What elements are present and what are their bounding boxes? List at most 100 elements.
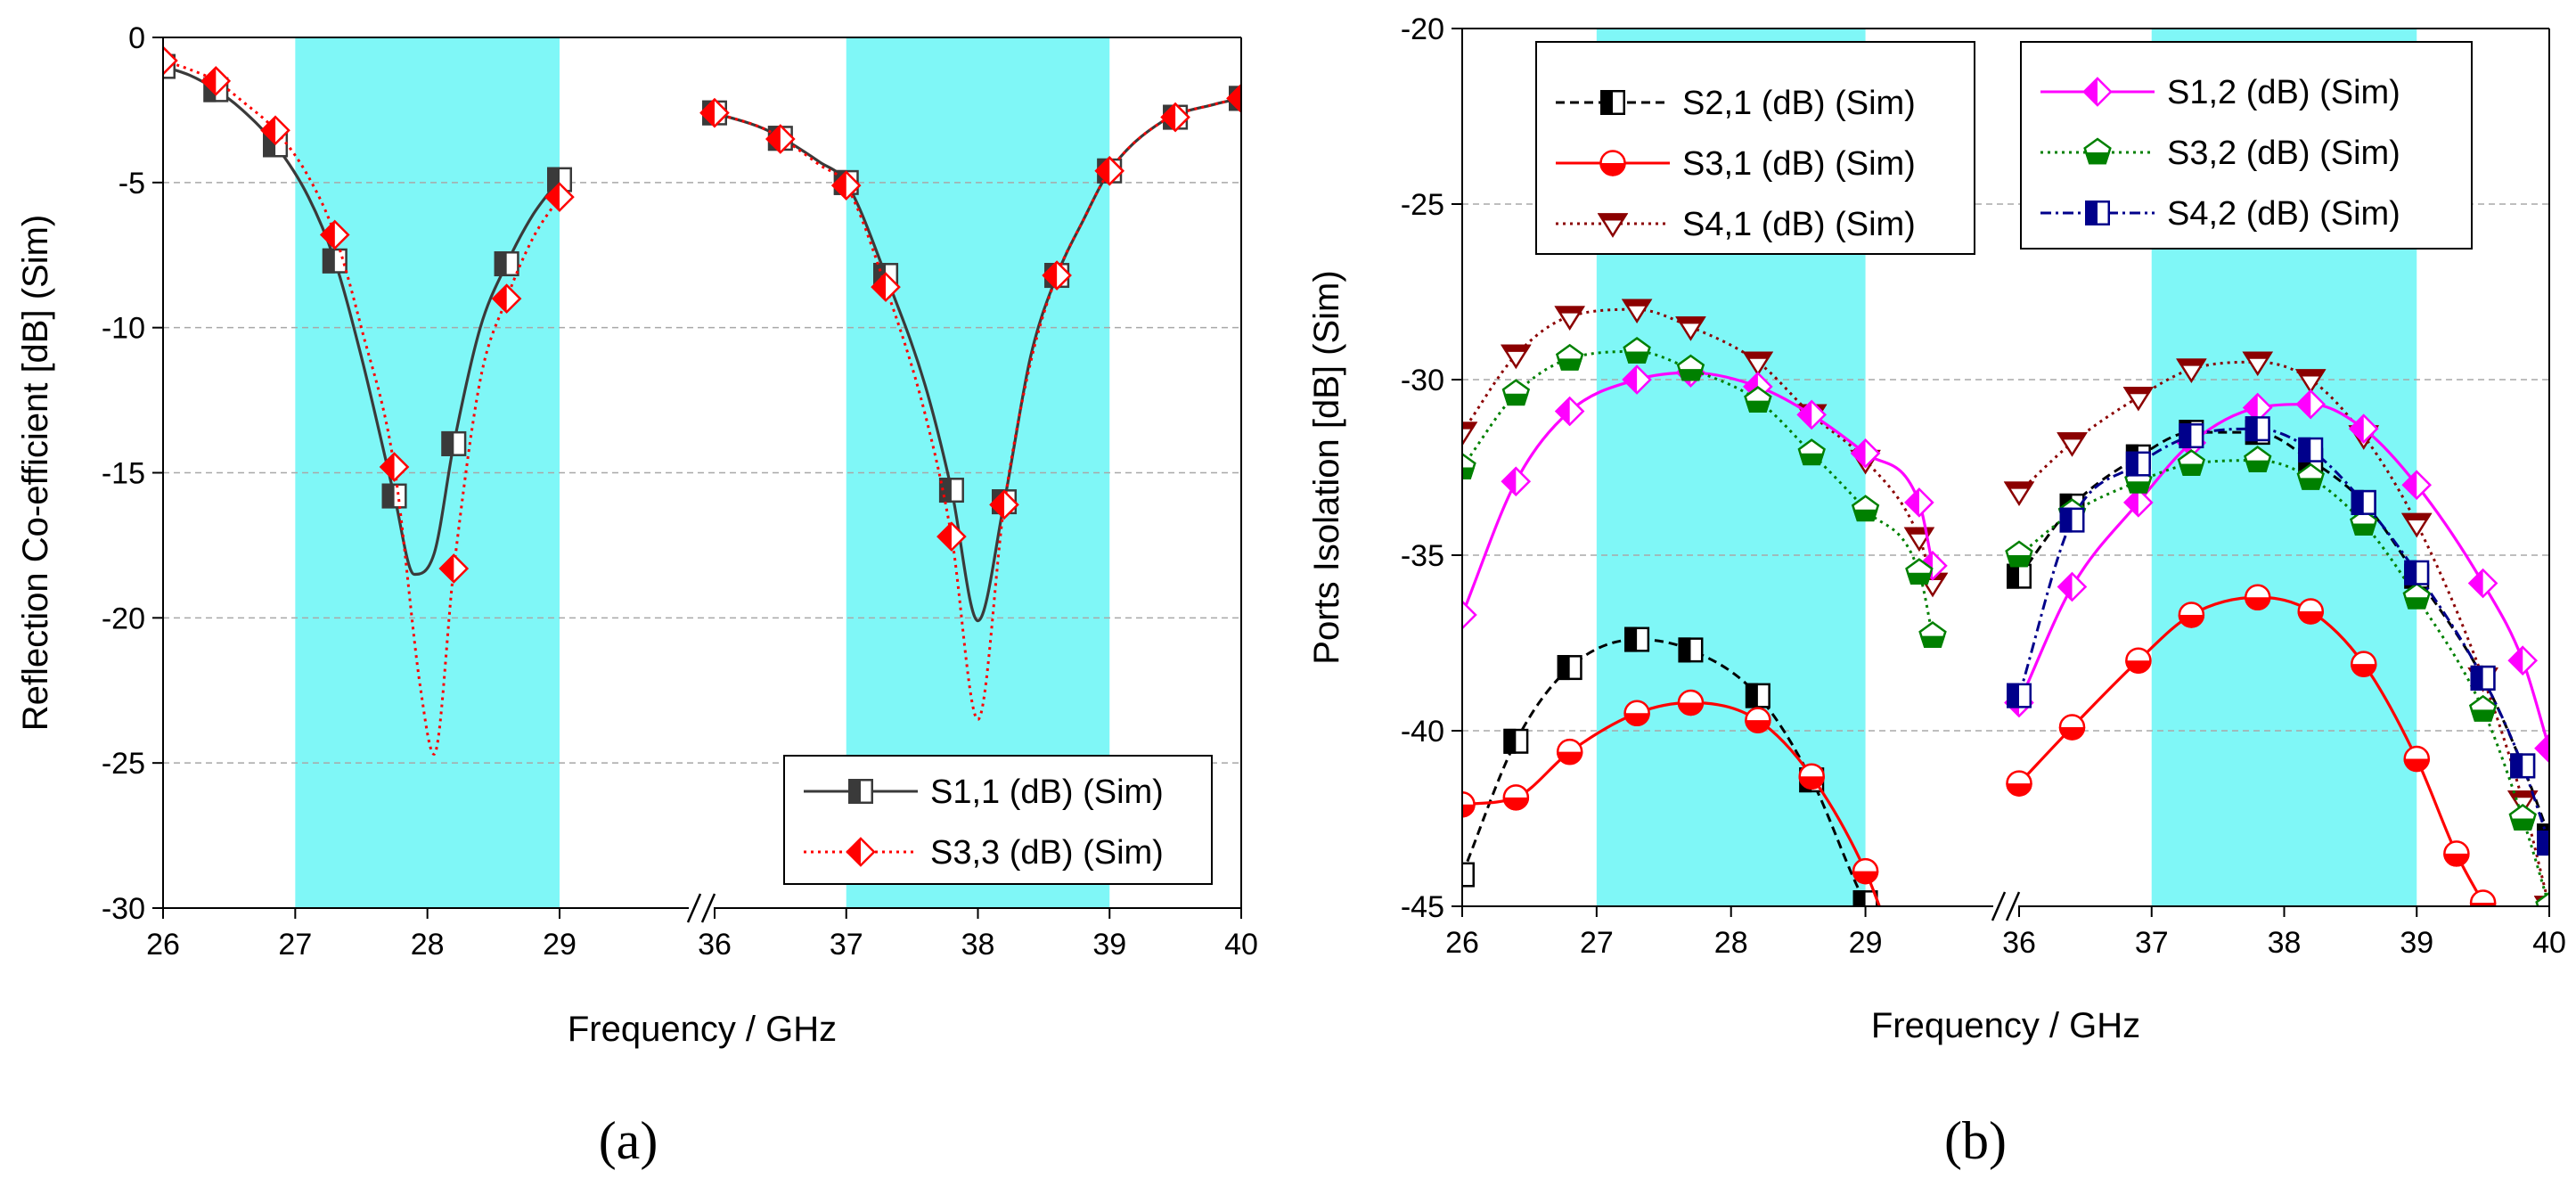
marker-fill (438, 553, 454, 584)
y-tick-label: -25 (1401, 188, 1444, 222)
marker-fill (2470, 665, 2483, 691)
marker-fill (2006, 555, 2032, 568)
data-point (1852, 857, 1879, 885)
marker-fill (2534, 733, 2549, 764)
marker-fill (830, 170, 846, 201)
marker-fill (1600, 90, 1613, 115)
data-point (1462, 600, 1477, 630)
marker-fill (491, 283, 507, 314)
marker-fill (2125, 481, 2151, 494)
marker-fill (200, 66, 217, 96)
data-point (1554, 306, 1585, 331)
series-line (1462, 371, 1934, 616)
data-point (379, 452, 410, 482)
data-point (2535, 891, 2549, 906)
data-point (2007, 683, 2032, 708)
data-point (322, 248, 348, 274)
axis-break-mark (2005, 891, 2021, 921)
data-point (2176, 358, 2207, 384)
marker-fill (2467, 568, 2483, 599)
data-point (2294, 369, 2327, 394)
data-point (1797, 438, 1826, 466)
marker-fill (2348, 413, 2364, 444)
marker-fill (2004, 481, 2034, 489)
data-point (2244, 446, 2272, 473)
data-point (1554, 396, 1585, 427)
data-point (2467, 568, 2498, 599)
data-point (2296, 463, 2325, 490)
data-point (544, 182, 575, 212)
marker-fill (2058, 727, 2086, 741)
marker-fill (1503, 393, 1529, 406)
marker-fill (1852, 509, 1878, 522)
marker-fill (936, 521, 952, 552)
data-point (1094, 156, 1125, 186)
marker-fill (322, 248, 335, 274)
marker-fill (1852, 871, 1879, 885)
marker-fill (765, 124, 781, 154)
data-point (830, 170, 862, 201)
marker-fill (2443, 853, 2470, 867)
marker-fill (2178, 614, 2205, 628)
data-point (2122, 386, 2155, 412)
data-point (1918, 621, 1947, 649)
legend-swatch-marker (1599, 150, 1626, 176)
legend-swatch-marker (848, 779, 873, 804)
y-tick-label: -10 (102, 312, 145, 346)
marker-fill (1094, 156, 1110, 186)
series-line (163, 65, 561, 577)
data-point (1675, 316, 1706, 341)
legend-swatch-marker (2085, 201, 2110, 225)
data-point (2245, 584, 2271, 611)
y-axis-title: Reflection Co-efficient [dB] (Sim) (16, 215, 55, 731)
marker-fill (1904, 487, 1919, 518)
data-point (1677, 689, 1705, 716)
legend-entry: S1,2 (dB) (Sim) (2167, 74, 2400, 111)
data-point (491, 283, 522, 314)
marker-fill (1554, 306, 1585, 314)
marker-base (163, 45, 178, 76)
x-tick-label: 40 (2532, 926, 2566, 960)
series-line (1462, 638, 1869, 906)
marker-fill (2298, 437, 2311, 463)
marker-fill (2057, 571, 2073, 602)
marker-fill (1799, 453, 1825, 466)
marker-fill (2295, 389, 2311, 420)
marker-fill (494, 251, 507, 277)
marker-fill (1462, 467, 1476, 479)
data-point (2058, 714, 2086, 741)
legend-entry: S1,1 (dB) (Sim) (930, 774, 1164, 811)
marker-fill (379, 452, 395, 482)
legend-swatch-marker (2082, 77, 2113, 107)
data-point (2403, 745, 2430, 773)
series-line (2018, 459, 2549, 906)
marker-fill (2179, 423, 2192, 449)
data-point (2179, 423, 2204, 449)
data-point (2242, 392, 2273, 423)
marker-fill (2007, 683, 2019, 708)
data-point (2125, 647, 2152, 674)
marker-fill (1745, 400, 1770, 413)
data-point (2404, 560, 2430, 585)
data-point (1744, 386, 1772, 413)
data-point (2350, 508, 2378, 536)
marker-fill (699, 97, 715, 128)
series-s3-1-db-sim- (1462, 584, 2497, 906)
y-tick-label: -20 (1401, 12, 1444, 46)
legend-entry: S3,1 (dB) (Sim) (1682, 145, 1916, 183)
data-point (1503, 728, 1529, 754)
data-point (938, 478, 964, 503)
marker-fill (1796, 399, 1812, 430)
data-point (1745, 707, 1771, 733)
data-point (1676, 354, 1705, 381)
data-point (494, 251, 519, 277)
data-point (2402, 582, 2431, 610)
marker-fill (2404, 560, 2417, 585)
marker-fill (2297, 611, 2324, 625)
series-group (1462, 299, 2549, 906)
series-line (714, 96, 1241, 721)
x-tick-label: 36 (2002, 926, 2036, 960)
y-tick-label: -15 (102, 457, 145, 491)
